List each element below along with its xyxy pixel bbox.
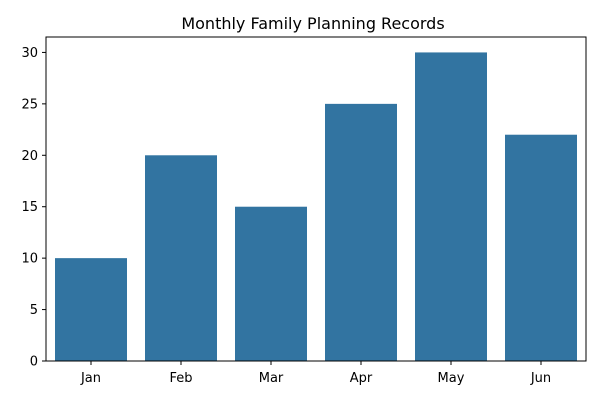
plot-frame bbox=[45, 36, 587, 362]
bar-feb bbox=[145, 155, 217, 361]
bar-jun bbox=[505, 134, 577, 361]
x-tick-label-mar: Mar bbox=[259, 371, 284, 386]
bar-may bbox=[415, 52, 487, 362]
y-tick-label-0: 0 bbox=[30, 355, 38, 370]
y-tick-label-20: 20 bbox=[21, 149, 38, 164]
x-tick-label-jun: Jun bbox=[530, 371, 551, 386]
y-tick-label-15: 15 bbox=[21, 200, 38, 215]
y-tick-label-10: 10 bbox=[21, 252, 38, 267]
y-tick-label-5: 5 bbox=[30, 303, 38, 318]
bar-mar bbox=[235, 206, 307, 361]
x-tick-label-apr: Apr bbox=[350, 371, 373, 386]
chart-title: Monthly Family Planning Records bbox=[181, 14, 444, 33]
y-tick-label-30: 30 bbox=[21, 46, 38, 61]
x-tick-label-feb: Feb bbox=[169, 371, 192, 386]
y-axis: 0 5 10 15 20 25 30 bbox=[21, 46, 46, 370]
x-tick-label-may: May bbox=[438, 371, 465, 386]
x-axis: Jan Feb Mar Apr May Jun bbox=[80, 361, 551, 386]
bar-jan bbox=[55, 258, 127, 361]
y-tick-label-25: 25 bbox=[21, 97, 38, 112]
bar-apr bbox=[325, 103, 397, 361]
x-tick-label-jan: Jan bbox=[80, 371, 101, 386]
bar-group bbox=[55, 52, 577, 362]
